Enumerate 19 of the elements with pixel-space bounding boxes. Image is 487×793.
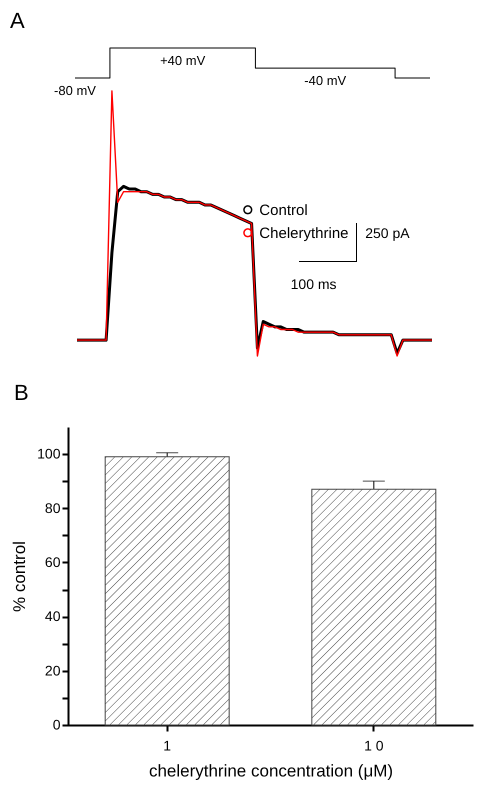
y-tick-label: 100 <box>37 446 61 462</box>
y-tick-label: 40 <box>44 608 61 624</box>
annotation: -40 mV <box>304 73 347 88</box>
y-tick-label: 20 <box>44 662 61 678</box>
y-tick-label: 60 <box>44 554 61 570</box>
y-tick-label: 80 <box>44 500 61 516</box>
x-tick-label: 1 <box>163 738 172 754</box>
annotation: 100 ms <box>290 276 337 292</box>
annotation: -80 mV <box>54 83 96 98</box>
legend-label: Chelerythrine <box>259 224 349 242</box>
chart-title: B <box>14 380 29 406</box>
chart-title: A <box>10 8 25 34</box>
annotation: +40 mV <box>160 53 206 68</box>
x-tick-label: 1 0 <box>364 738 384 754</box>
y-axis-title: % control <box>10 541 30 612</box>
x-axis-title: chelerythrine concentration (μM) <box>148 762 394 780</box>
annotation: 250 pA <box>365 224 410 240</box>
legend-label: Control <box>259 202 308 219</box>
y-tick-label: 0 <box>52 716 61 732</box>
